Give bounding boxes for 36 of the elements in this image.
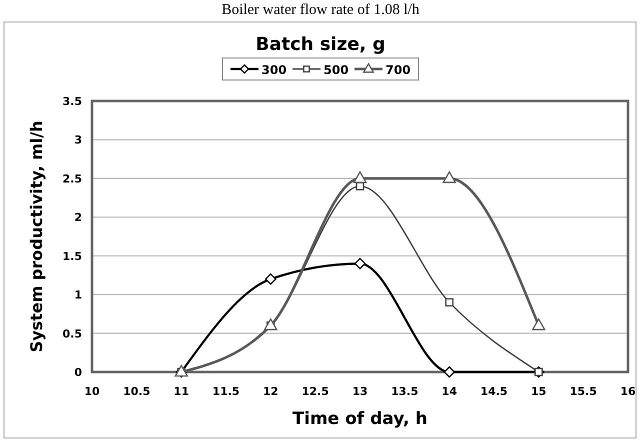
x-tick-label: 11.5 [212,385,240,398]
x-tick-label: 12 [263,385,278,398]
x-tick-label: 12.5 [302,385,329,398]
x-tick-label: 16 [620,385,636,398]
legend-title: Batch size, g [256,34,386,55]
point [353,171,367,184]
x-tick-label: 14 [442,385,458,398]
y-tick-label: 0.5 [62,327,82,340]
y-tick-label: 1.5 [62,250,82,263]
point [444,366,455,378]
x-tick-label: 15 [531,385,546,398]
legend-label: 300 [262,63,287,77]
x-tick-label: 10.5 [123,385,150,398]
y-tick-label: 1 [74,288,82,302]
y-tick-label: 3 [74,134,82,147]
chart-title: Boiler water flow rate of 1.08 l/h [222,2,420,18]
x-tick-label: 15.5 [570,385,597,398]
point [442,171,456,184]
legend-label: 700 [386,63,411,77]
point [354,258,366,270]
point [445,298,454,306]
legend-label: 500 [324,63,349,77]
x-axis-title: Time of day, h [292,409,428,429]
y-tick-label: 3.5 [62,95,82,108]
x-tick-label: 13.5 [391,385,418,398]
y-axis-title: System productivity, ml/h [27,120,46,352]
x-tick-label: 10 [84,385,100,398]
x-tick-label: 13 [352,385,368,398]
x-tick-label: 11 [174,385,189,398]
y-tick-label: 2.5 [62,172,82,186]
y-tick-label: 2 [74,211,82,224]
y-tick-label: 0 [74,366,82,379]
x-tick-label: 14.5 [480,385,508,398]
point [264,318,278,330]
point [532,318,546,330]
point [265,273,276,285]
